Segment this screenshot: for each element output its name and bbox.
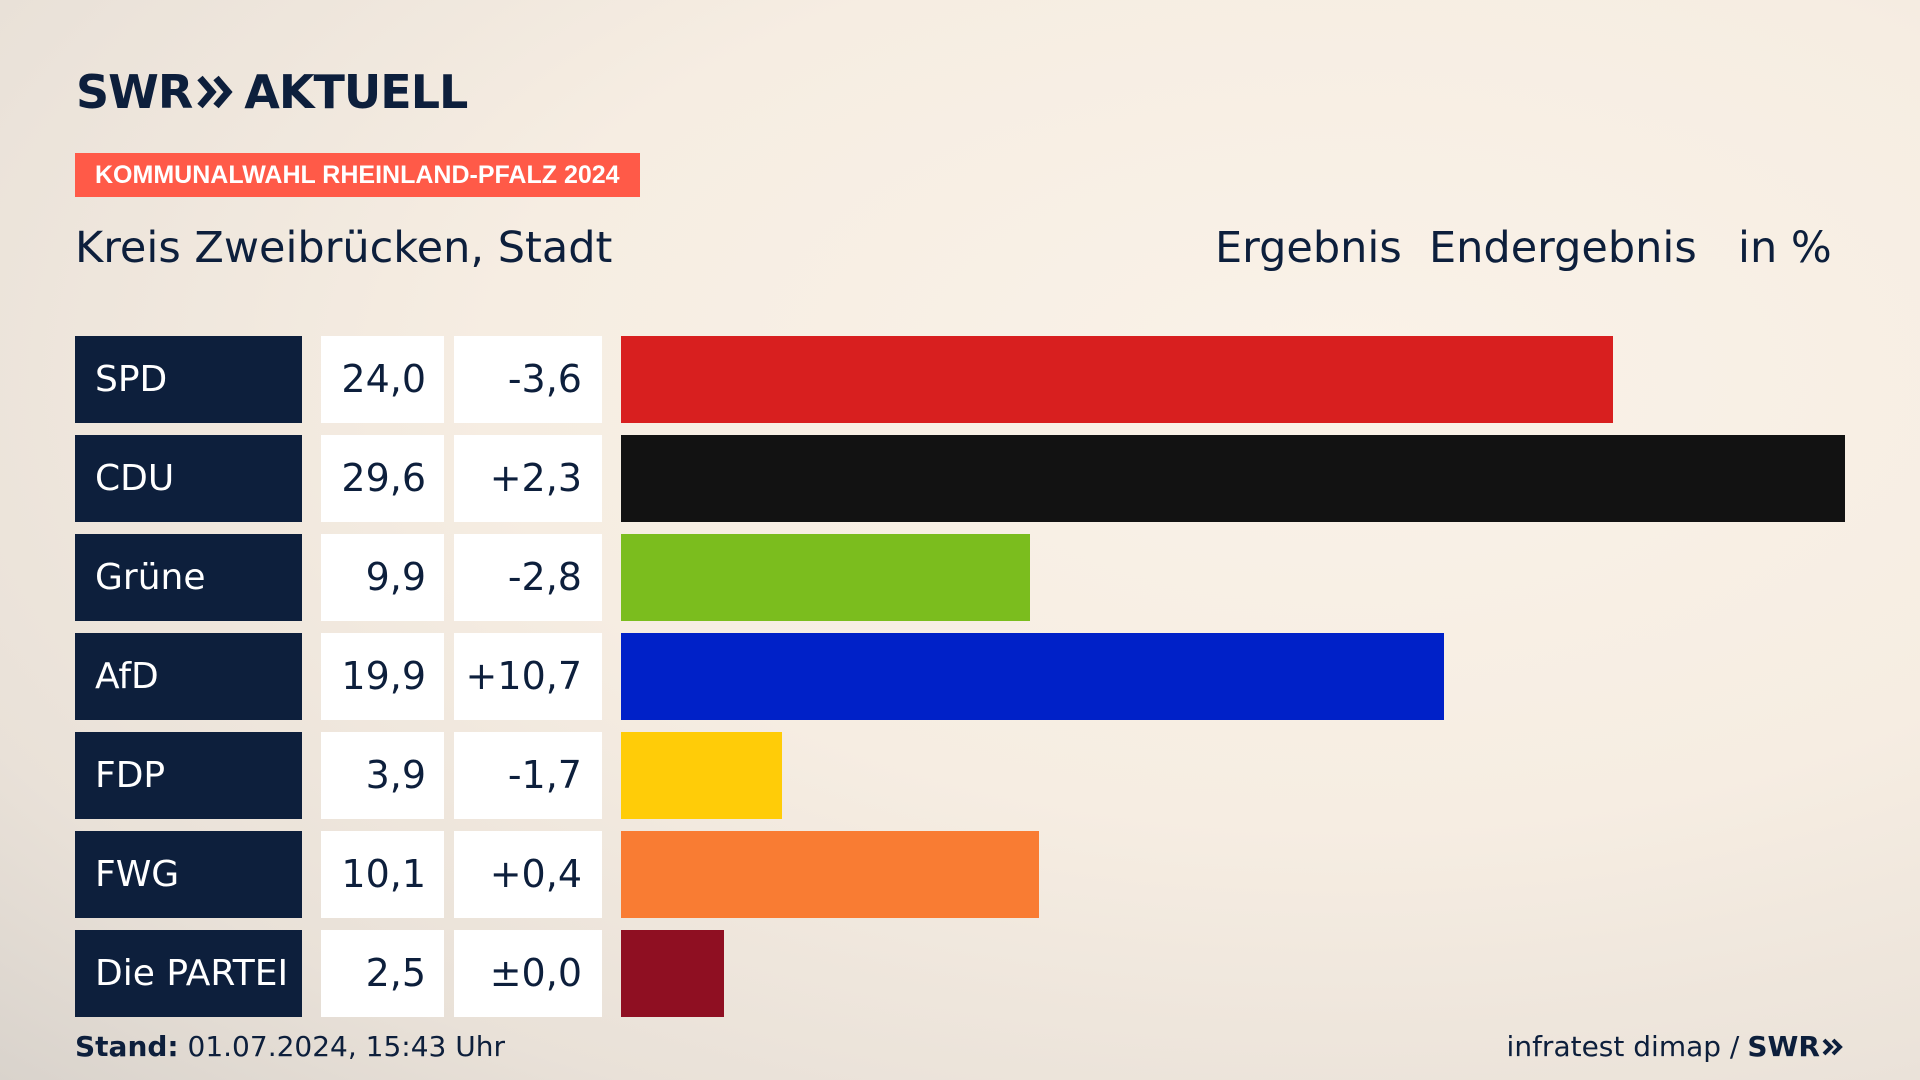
result-value: 24,0 bbox=[321, 336, 444, 423]
result-bar bbox=[621, 930, 724, 1017]
result-diff: ±0,0 bbox=[454, 930, 602, 1017]
header-endergebnis: Endergebnis bbox=[1429, 223, 1697, 273]
result-bar bbox=[621, 732, 782, 819]
double-chevron-right-icon bbox=[197, 75, 233, 109]
source-brand: SWR bbox=[1747, 1030, 1844, 1064]
result-diff: +10,7 bbox=[454, 633, 602, 720]
header-unit: in % bbox=[1738, 223, 1832, 273]
result-value: 3,9 bbox=[321, 732, 444, 819]
result-value: 19,9 bbox=[321, 633, 444, 720]
party-label: AfD bbox=[75, 633, 302, 720]
region-title: Kreis Zweibrücken, Stadt bbox=[75, 223, 613, 273]
result-bar bbox=[621, 534, 1030, 621]
result-diff: -3,6 bbox=[454, 336, 602, 423]
result-bar bbox=[621, 831, 1039, 918]
result-value: 2,5 bbox=[321, 930, 444, 1017]
logo-aktuell-text: AKTUELL bbox=[244, 65, 468, 119]
result-value: 10,1 bbox=[321, 831, 444, 918]
result-diff: -1,7 bbox=[454, 732, 602, 819]
stand-value: 01.07.2024, 15:43 Uhr bbox=[187, 1030, 505, 1063]
double-chevron-right-icon-small bbox=[1822, 1038, 1843, 1056]
party-label: Grüne bbox=[75, 534, 302, 621]
result-value: 9,9 bbox=[321, 534, 444, 621]
election-badge: KOMMUNALWAHL RHEINLAND-PFALZ 2024 bbox=[75, 153, 640, 197]
party-label: CDU bbox=[75, 435, 302, 522]
result-diff: +0,4 bbox=[454, 831, 602, 918]
party-label: FWG bbox=[75, 831, 302, 918]
result-diff: -2,8 bbox=[454, 534, 602, 621]
result-bar bbox=[621, 633, 1444, 720]
footer-stand: Stand: 01.07.2024, 15:43 Uhr bbox=[75, 1030, 505, 1064]
result-bar bbox=[621, 435, 1845, 522]
party-label: Die PARTEI bbox=[75, 930, 302, 1017]
logo-swr-text: SWR bbox=[76, 65, 193, 119]
result-diff: +2,3 bbox=[454, 435, 602, 522]
header-ergebnis: Ergebnis bbox=[1215, 223, 1402, 273]
source-brand-text: SWR bbox=[1747, 1030, 1820, 1063]
swr-aktuell-logo: SWR AKTUELL bbox=[76, 65, 468, 119]
party-label: FDP bbox=[75, 732, 302, 819]
party-label: SPD bbox=[75, 336, 302, 423]
source-text: infratest dimap / bbox=[1506, 1030, 1740, 1063]
result-bar bbox=[621, 336, 1613, 423]
footer-source: infratest dimap / SWR bbox=[1507, 1030, 1844, 1064]
stand-label: Stand: bbox=[75, 1030, 179, 1063]
result-value: 29,6 bbox=[321, 435, 444, 522]
